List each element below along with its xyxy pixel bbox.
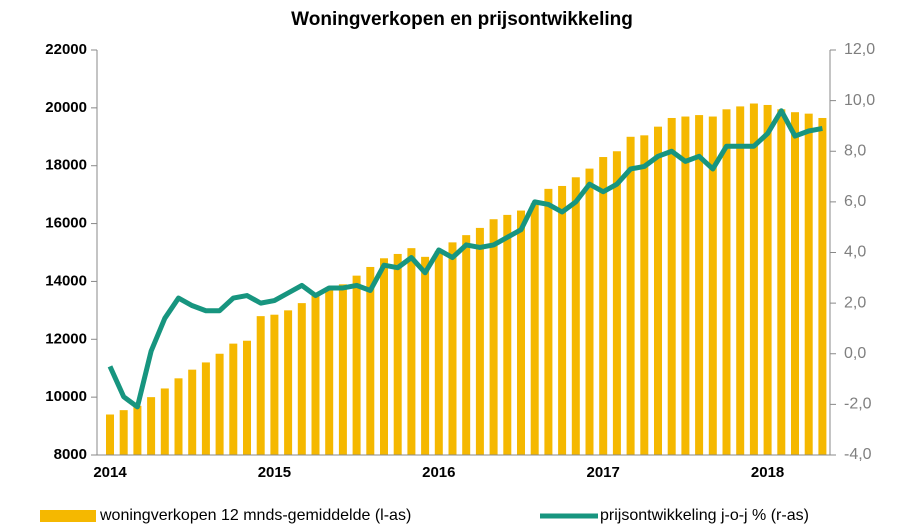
y-tick-label: 8000 <box>54 446 87 463</box>
bar <box>119 410 128 455</box>
bar <box>612 151 621 455</box>
bar <box>736 106 745 456</box>
y-tick-label: 10000 <box>45 388 87 405</box>
legend-label: prijsontwikkeling j-o-j % (r-as) <box>600 507 809 524</box>
bar <box>585 168 594 455</box>
y-tick-label: 14000 <box>45 272 87 289</box>
y-tick-label: 12000 <box>45 330 87 347</box>
bar <box>270 314 279 455</box>
y-tick-label: 18000 <box>45 157 87 174</box>
line <box>107 108 823 410</box>
bar <box>297 303 306 455</box>
bar <box>749 103 758 456</box>
bar <box>256 316 265 455</box>
bar <box>352 275 361 455</box>
y2-tick-label: 10,0 <box>844 92 875 109</box>
bar <box>640 135 649 455</box>
bar <box>421 256 430 455</box>
bar <box>338 284 347 455</box>
bar <box>201 362 210 455</box>
y2-tick-label: -4,0 <box>844 446 872 463</box>
legend-swatch <box>40 510 96 522</box>
y2-tick-label: 2,0 <box>844 294 866 311</box>
bar <box>763 104 772 455</box>
bar <box>366 266 375 455</box>
x-tick-label: 2017 <box>587 464 620 481</box>
x-tick-label: 2016 <box>422 464 455 481</box>
bar <box>681 116 690 456</box>
bar <box>695 115 704 455</box>
bar <box>804 113 813 456</box>
y-tick-label: 16000 <box>45 215 87 232</box>
chart-title: Woningverkopen en prijsontwikkeling <box>291 9 633 30</box>
bar <box>558 185 567 455</box>
bar <box>380 258 388 455</box>
y2-tick-label: 4,0 <box>844 244 866 261</box>
bar <box>106 414 114 455</box>
y-tick-label: 22000 <box>45 41 87 58</box>
bar <box>517 210 525 455</box>
bar <box>626 136 635 456</box>
bar <box>215 353 224 455</box>
bar <box>599 157 608 456</box>
bar <box>325 290 334 455</box>
bar <box>188 369 197 455</box>
bar <box>174 378 183 455</box>
bar <box>434 251 443 455</box>
bar <box>667 117 676 455</box>
x-tick-label: 2014 <box>93 464 127 481</box>
y2-tick-label: 6,0 <box>844 193 866 210</box>
bar <box>448 242 457 455</box>
bar <box>229 343 238 455</box>
bar <box>654 126 662 456</box>
bar <box>791 112 799 456</box>
bar <box>462 235 471 455</box>
y-tick-label: 20000 <box>45 99 87 116</box>
bar <box>818 117 827 455</box>
bar <box>489 219 498 455</box>
bar <box>544 188 553 455</box>
y2-tick-label: -2,0 <box>844 396 872 413</box>
y2-tick-label: 12,0 <box>844 41 875 58</box>
x-tick-label: 2018 <box>751 464 784 481</box>
bar <box>708 116 717 456</box>
y2-tick-label: 0,0 <box>844 345 866 362</box>
bar <box>393 253 402 455</box>
legend-label: woningverkopen 12 mnds-gemiddelde (l-as) <box>99 507 411 524</box>
bar <box>147 397 156 455</box>
bar <box>530 203 539 455</box>
y2-tick-label: 8,0 <box>844 142 866 159</box>
bar <box>777 109 786 455</box>
x-tick-label: 2015 <box>258 464 291 481</box>
bar <box>284 310 293 455</box>
bar <box>503 214 512 455</box>
bar <box>475 227 484 455</box>
bar <box>571 177 580 456</box>
bar <box>407 248 416 455</box>
bar <box>160 388 169 455</box>
bar <box>311 295 320 455</box>
bar <box>722 109 731 455</box>
bar <box>243 340 251 455</box>
bar <box>133 405 142 455</box>
